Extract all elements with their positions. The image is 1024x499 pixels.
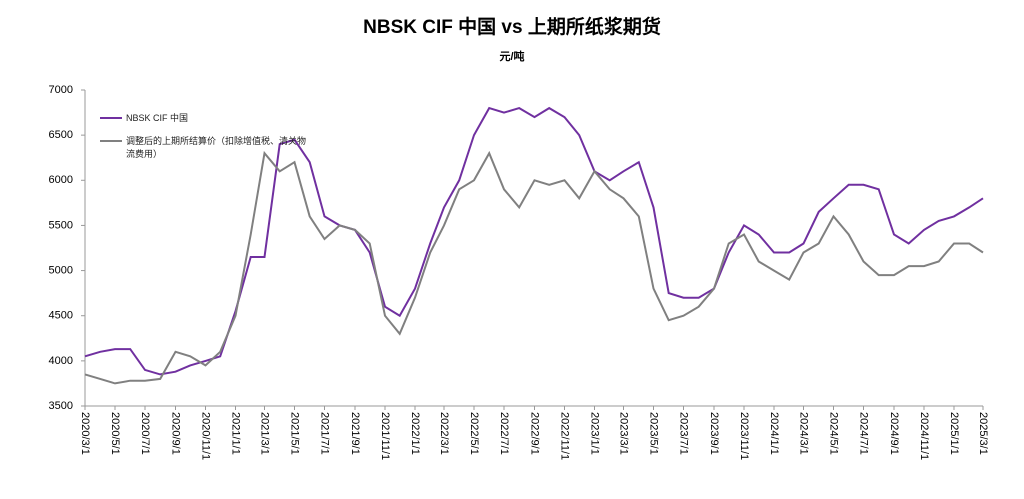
x-tick-label: 2024/7/1 (858, 412, 870, 455)
y-tick-label: 5500 (49, 219, 73, 231)
x-tick-label: 2021/9/1 (349, 412, 361, 455)
series-line (84, 150, 984, 385)
x-tick-label: 2021/5/1 (289, 412, 301, 455)
x-tick-label: 2020/9/1 (170, 412, 182, 455)
x-tick-label: 2021/1/1 (230, 412, 242, 455)
y-tick-label: 4000 (49, 355, 73, 367)
x-tick-label: 2022/11/1 (559, 412, 571, 460)
chart-title: NBSK CIF 中国 vs 上期所纸浆期货 (363, 15, 661, 38)
x-tick-label: 2024/3/1 (798, 412, 810, 455)
x-tick-label: 2022/5/1 (468, 412, 480, 455)
y-tick-label: 5000 (49, 264, 73, 276)
legend-swatch (100, 117, 122, 119)
x-tick-label: 2024/1/1 (768, 412, 780, 455)
x-tick-label: 2022/7/1 (498, 412, 510, 455)
x-tick-label: 2023/9/1 (708, 412, 720, 455)
x-tick-label: 2020/11/1 (200, 412, 212, 460)
x-tick-label: 2023/11/1 (738, 412, 750, 460)
x-tick-label: 2025/1/1 (948, 412, 960, 455)
y-tick-label: 4500 (49, 310, 73, 322)
x-tick-label: 2021/11/1 (379, 412, 391, 460)
y-tick-label: 3500 (49, 400, 73, 412)
legend: NBSK CIF 中国调整后的上期所结算价（扣除增值税、清关物流费用） (100, 112, 306, 171)
x-tick-label: 2022/1/1 (409, 412, 421, 455)
legend-swatch (100, 140, 122, 142)
x-tick-label: 2020/7/1 (139, 412, 151, 455)
x-tick-label: 2023/5/1 (648, 412, 660, 455)
x-tick-label: 2020/3/1 (79, 412, 91, 455)
x-tick-label: 2020/5/1 (109, 412, 121, 455)
y-tick-label: 7000 (49, 84, 73, 96)
x-tick-label: 2022/9/1 (529, 412, 541, 455)
x-tick-label: 2025/3/1 (977, 412, 989, 455)
y-tick-label: 6500 (49, 129, 73, 141)
x-tick-label: 2021/7/1 (319, 412, 331, 455)
chart-subtitle: 元/吨 (499, 49, 524, 63)
x-tick-label: 2023/7/1 (678, 412, 690, 455)
legend-label: 调整后的上期所结算价（扣除增值税、清关物流费用） (126, 136, 307, 159)
x-tick-label: 2024/5/1 (828, 412, 840, 455)
x-tick-label: 2022/3/1 (438, 412, 450, 455)
legend-entry: NBSK CIF 中国 (100, 112, 306, 125)
x-tick-label: 2023/3/1 (618, 412, 630, 455)
legend-entry: 调整后的上期所结算价（扣除增值税、清关物流费用） (100, 135, 306, 161)
legend-label: NBSK CIF 中国 (126, 113, 189, 123)
x-tick-label: 2024/11/1 (918, 412, 930, 460)
x-tick-label: 2023/1/1 (589, 412, 601, 455)
x-tick-label: 2021/3/1 (259, 412, 271, 455)
x-tick-label: 2024/9/1 (888, 412, 900, 455)
y-tick-label: 6000 (49, 174, 73, 186)
